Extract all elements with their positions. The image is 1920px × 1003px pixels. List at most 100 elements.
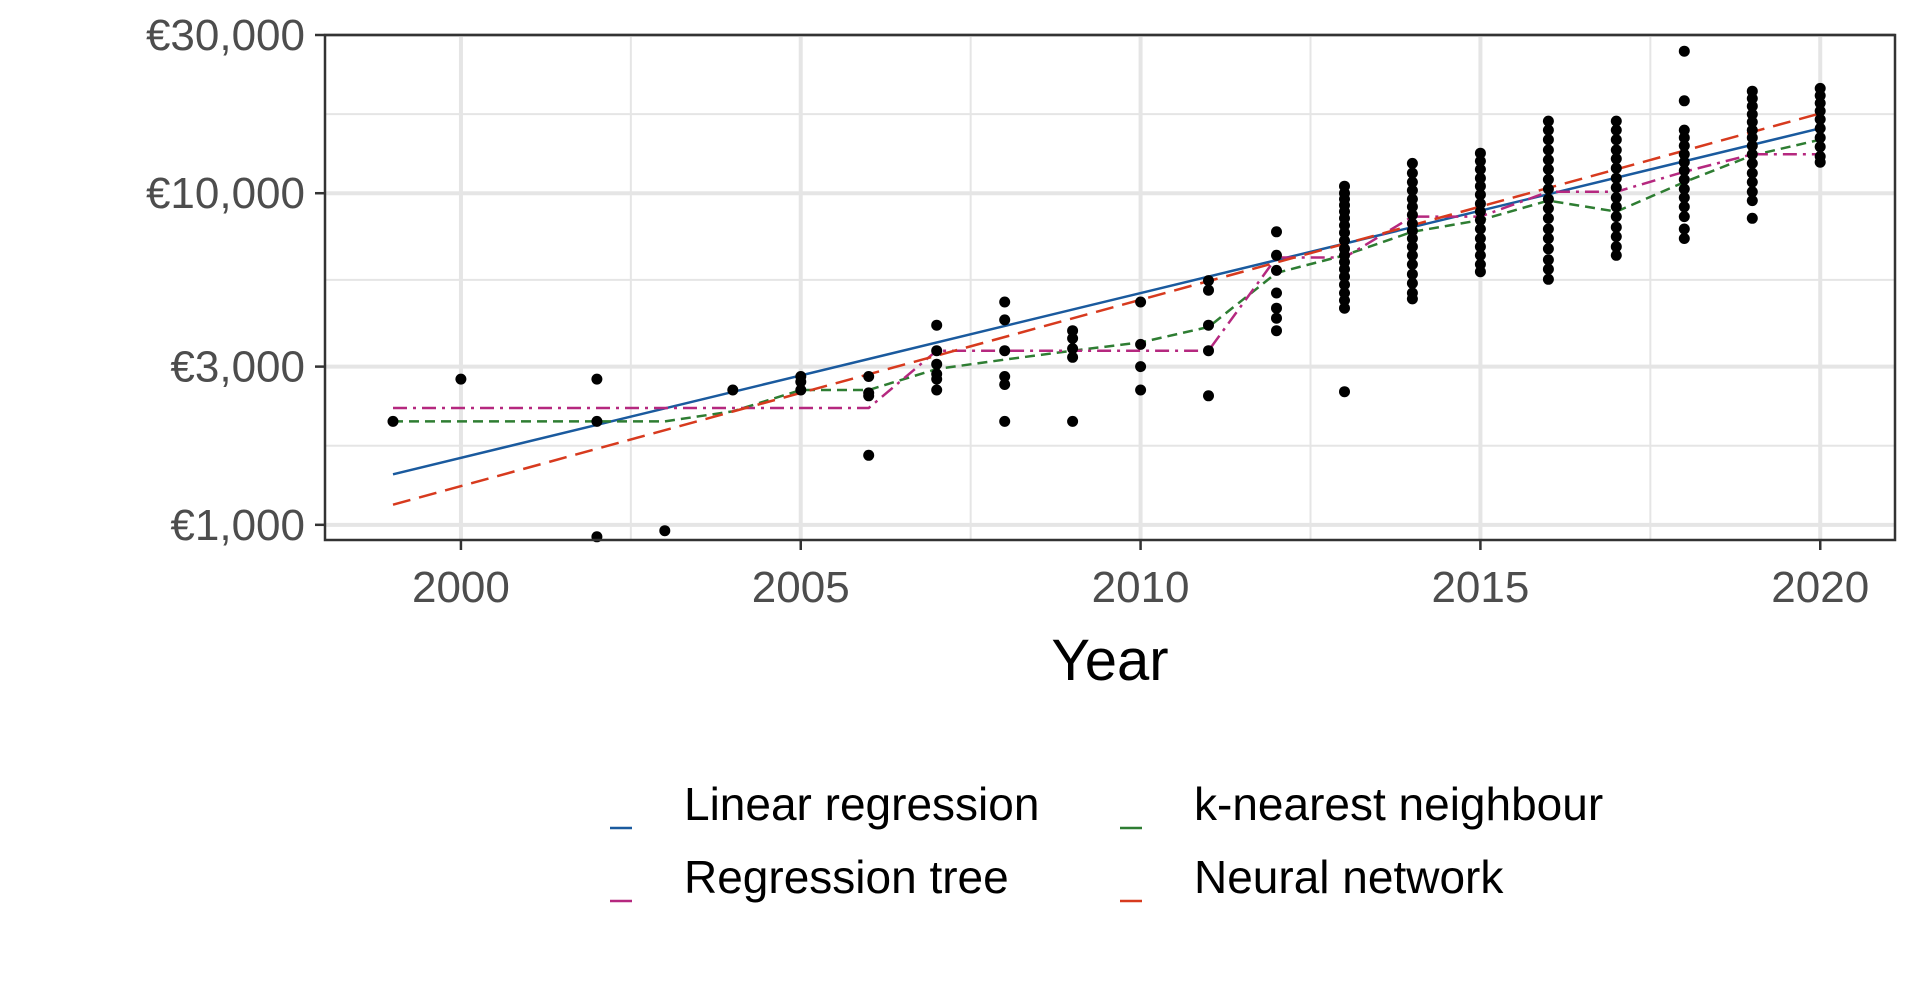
series-line-linear-regression: [392, 127, 1821, 476]
data-point: [1542, 254, 1554, 266]
data-point: [1474, 206, 1486, 218]
data-point: [1678, 174, 1690, 185]
data-point: [1746, 195, 1758, 207]
x-axis-title: Year: [1051, 628, 1168, 693]
data-point: [455, 373, 467, 385]
data-point: [1678, 95, 1690, 107]
data-point: [999, 314, 1011, 326]
data-point: [1203, 390, 1214, 402]
points-layer: [387, 45, 1826, 543]
data-point: [1474, 172, 1486, 184]
data-point: [1474, 249, 1486, 261]
data-point: [1746, 116, 1758, 128]
data-point: [1610, 115, 1622, 127]
data-point: [1406, 201, 1418, 213]
data-point: [1474, 198, 1486, 210]
data-point: [1610, 134, 1622, 146]
data-point: [1814, 132, 1826, 144]
data-point: [1814, 105, 1826, 117]
data-point: [1610, 249, 1622, 261]
data-point: [1678, 233, 1690, 244]
data-point: [1814, 156, 1826, 168]
data-point: [659, 525, 671, 537]
data-point: [1746, 176, 1758, 188]
x-tick-label: 2015: [1431, 563, 1529, 612]
data-point: [1067, 325, 1079, 337]
legend: Linear regression k-nearest neighbour Regr…: [610, 778, 1603, 903]
data-point: [1678, 156, 1690, 168]
data-point: [1474, 241, 1486, 253]
data-point: [1406, 184, 1418, 196]
data-point: [1271, 264, 1282, 276]
data-point: [1542, 163, 1554, 175]
axis-layer: 2000 2005 2010 2015 2020 €1,000 €3,000 €10,000 €…: [146, 11, 1869, 612]
data-point: [1203, 319, 1214, 331]
data-point: [931, 319, 943, 331]
data-point: [1339, 235, 1350, 246]
data-point: [1542, 212, 1554, 224]
data-point: [1339, 279, 1350, 291]
data-point: [1746, 132, 1758, 144]
data-point: [1406, 277, 1418, 289]
data-point: [1746, 100, 1758, 112]
data-point: [1474, 266, 1486, 278]
data-point: [1067, 332, 1079, 344]
data-point: [1135, 296, 1147, 308]
data-point: [1474, 189, 1486, 201]
data-point: [1406, 241, 1418, 253]
y-tick-label: €10,000: [146, 169, 305, 218]
data-point: [1746, 157, 1758, 169]
data-point: [1474, 233, 1486, 244]
data-point: [1271, 325, 1282, 337]
y-tick-label: €3,000: [170, 343, 305, 392]
data-point: [1746, 167, 1758, 179]
data-point: [1203, 284, 1214, 296]
data-point: [1474, 214, 1486, 226]
data-point: [1135, 361, 1147, 373]
data-point: [1542, 144, 1554, 156]
data-point: [1271, 312, 1282, 324]
data-point: [1610, 172, 1622, 184]
data-point: [1814, 97, 1826, 109]
data-point: [1474, 223, 1486, 235]
data-point: [1746, 140, 1758, 152]
panel-border: [323, 33, 1897, 542]
data-point: [999, 345, 1011, 357]
data-point: [931, 358, 943, 370]
x-tick-label: 2005: [752, 563, 850, 612]
data-point: [1678, 211, 1690, 223]
data-point: [1542, 243, 1554, 255]
data-point: [1406, 193, 1418, 205]
data-point: [1067, 343, 1079, 355]
x-tick-label: 2020: [1771, 563, 1869, 612]
legend-label: Regression tree: [684, 851, 1009, 903]
data-point: [1067, 415, 1079, 427]
data-point: [1474, 163, 1486, 175]
data-point: [1542, 174, 1554, 185]
data-point: [1271, 226, 1282, 238]
data-point: [863, 371, 875, 382]
data-point: [1067, 351, 1079, 363]
data-point: [1610, 192, 1622, 204]
data-point: [1203, 345, 1214, 357]
data-point: [1678, 183, 1690, 195]
data-point: [1271, 287, 1282, 299]
data-point: [1678, 45, 1690, 57]
legend-label: Linear regression: [684, 778, 1039, 830]
data-point: [1610, 201, 1622, 213]
data-point: [795, 384, 807, 396]
data-point: [1610, 124, 1622, 136]
data-point: [727, 384, 739, 396]
data-point: [931, 345, 943, 357]
data-point: [863, 390, 875, 402]
data-point: [931, 384, 943, 396]
x-tick-label: 2010: [1092, 563, 1190, 612]
data-point: [1746, 148, 1758, 160]
data-point: [1610, 211, 1622, 223]
data-point: [1406, 268, 1418, 280]
data-point: [1678, 223, 1690, 235]
data-point: [1746, 93, 1758, 104]
data-point: [1406, 293, 1418, 305]
data-point: [999, 379, 1011, 390]
data-point: [1542, 134, 1554, 146]
